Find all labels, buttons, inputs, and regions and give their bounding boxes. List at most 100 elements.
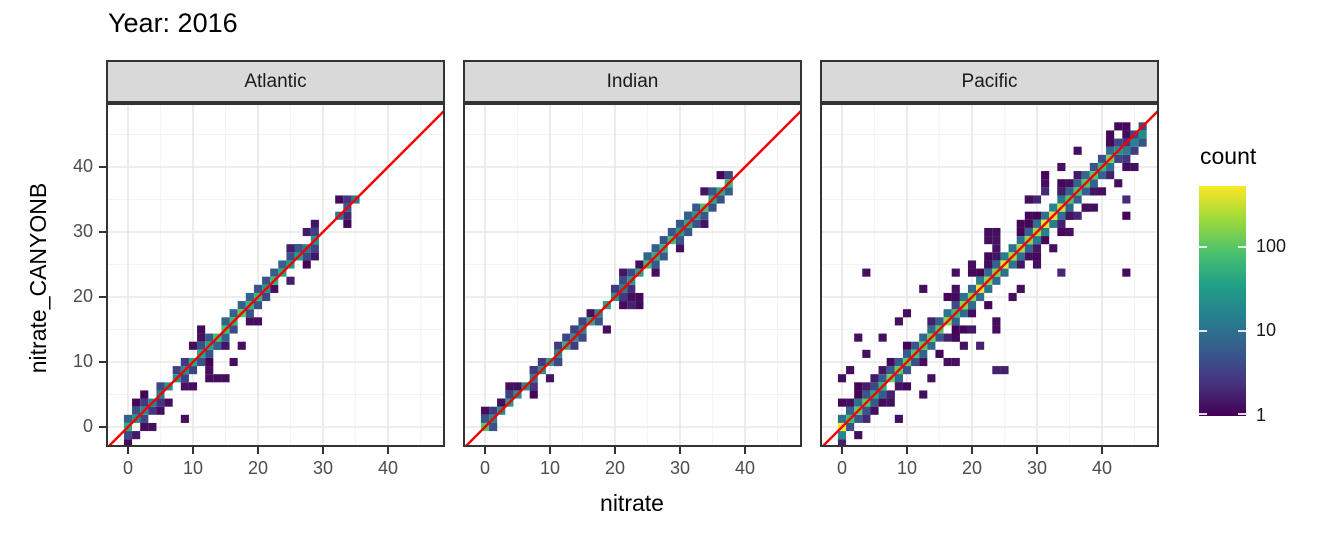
bin-rect	[197, 333, 206, 342]
bin-rect	[862, 390, 871, 399]
bin-rect	[1122, 154, 1131, 163]
bin-rect	[708, 187, 717, 196]
bin-rect	[684, 227, 693, 237]
bin-rect	[1138, 138, 1147, 147]
bin-rect	[1057, 268, 1066, 277]
bin-rect	[837, 398, 847, 407]
bin-rect	[1057, 179, 1066, 188]
bin-rect	[1057, 227, 1066, 237]
bin-rect	[1041, 187, 1050, 196]
bin-rect	[651, 268, 660, 277]
bin-rect	[1089, 187, 1098, 196]
bin-rect	[180, 382, 189, 391]
bin-rect	[1032, 260, 1042, 269]
legend-tick-mark	[1238, 413, 1246, 415]
bin-rect	[1106, 171, 1115, 180]
bin-rect	[188, 341, 198, 350]
bin-rect	[505, 382, 514, 391]
legend-tick-mark	[1238, 245, 1246, 248]
bin-rect	[619, 292, 628, 302]
x-tick-label: 40	[377, 458, 399, 478]
bin-rect	[992, 236, 1001, 245]
x-tick-label: 40	[1091, 458, 1113, 478]
bin-rect	[951, 317, 960, 326]
bin-rect	[894, 357, 903, 367]
bin-rect	[489, 422, 498, 432]
bin-rect	[335, 195, 344, 204]
bin-rect	[886, 398, 895, 407]
bin-rect	[310, 227, 319, 237]
bin-rect	[245, 317, 254, 326]
bin-rect	[1032, 236, 1042, 245]
bin-rect	[505, 390, 514, 399]
bin-rect	[837, 414, 847, 423]
bin-rect	[943, 333, 952, 342]
identity-line	[106, 108, 445, 447]
bin-rect	[1041, 236, 1050, 245]
bin-rect	[1049, 219, 1058, 228]
bin-rect	[1097, 171, 1107, 180]
bin-rect	[951, 284, 960, 293]
bin-rect	[310, 219, 319, 228]
bin-rect	[643, 252, 652, 261]
bin-rect	[870, 398, 879, 407]
bin-rect	[343, 211, 352, 220]
bin-rect	[870, 382, 879, 391]
bin-rect	[1106, 162, 1115, 172]
bin-rect	[878, 398, 887, 407]
bin-rect	[1106, 130, 1115, 139]
bin-rect	[854, 398, 863, 407]
bin-rect	[959, 309, 968, 318]
bin-rect	[1138, 130, 1147, 139]
bin-rect	[951, 357, 960, 367]
bin-rect	[984, 260, 993, 269]
x-tick-mark	[679, 447, 681, 454]
x-tick-label: 0	[122, 458, 133, 478]
y-tick-mark	[99, 231, 106, 233]
bin-rect	[270, 268, 279, 277]
bin-rect	[675, 236, 685, 245]
bin-rect	[1081, 203, 1090, 212]
bin-rect	[951, 325, 960, 334]
y-tick-mark	[99, 426, 106, 428]
bin-rect	[480, 406, 490, 415]
bin-rect	[286, 252, 295, 261]
bin-rect	[862, 414, 871, 423]
bin-rect	[1041, 227, 1050, 237]
bin-rect	[627, 301, 636, 310]
bin-rect	[1008, 292, 1017, 302]
x-tick-label: 0	[836, 458, 847, 478]
bin-rect	[919, 357, 928, 367]
bin-rect	[984, 268, 993, 277]
bin-rect	[878, 366, 887, 375]
x-tick-label: 20	[247, 458, 269, 478]
bin-rect	[854, 431, 863, 440]
bin-rect	[943, 309, 952, 318]
bin-rect	[1122, 268, 1131, 277]
bin-rect	[156, 398, 165, 407]
bin-rect	[221, 341, 230, 350]
x-tick-mark	[744, 447, 746, 454]
bin-rect	[992, 325, 1001, 334]
y-tick-label: 0	[82, 416, 93, 436]
bin-rect	[140, 390, 149, 399]
x-tick-label: 10	[896, 458, 918, 478]
bin-rect	[343, 219, 352, 228]
bin-rect	[148, 422, 157, 432]
bin-rect	[902, 382, 912, 391]
bin-rect	[294, 244, 303, 253]
bin-rect	[886, 357, 895, 367]
bin-rect	[172, 366, 181, 375]
bin-rect	[286, 244, 295, 253]
bin-rect	[854, 390, 863, 399]
bin-rect	[635, 292, 644, 302]
bin-rect	[197, 357, 206, 367]
bin-rect	[497, 398, 506, 407]
bin-rect	[1130, 138, 1139, 147]
legend-title: count	[1200, 143, 1257, 169]
bin-rect	[205, 374, 214, 383]
bin-rect	[1008, 260, 1017, 269]
bin-rect	[976, 292, 985, 302]
bin-rect	[1024, 252, 1033, 261]
legend-tick-label: 10	[1256, 320, 1277, 341]
